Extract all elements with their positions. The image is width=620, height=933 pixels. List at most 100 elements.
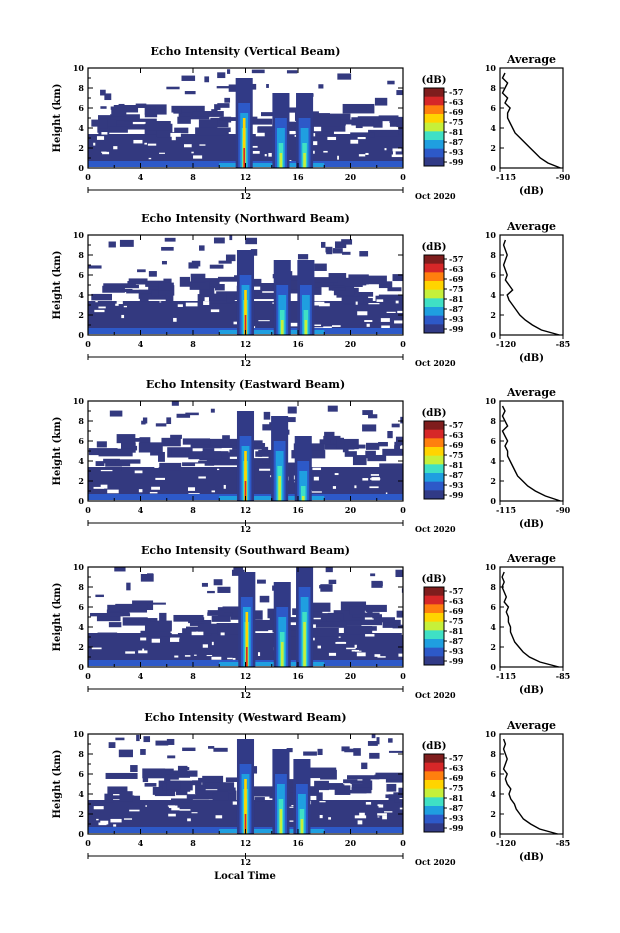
- echo-patch-high: [224, 97, 231, 103]
- average-xmax-label: -85: [556, 339, 570, 349]
- y-tick-label: 6: [78, 769, 84, 779]
- echo-patch: [254, 797, 265, 802]
- echo-core-peak: [244, 481, 247, 501]
- echo-patch: [309, 117, 341, 127]
- colorbar-tick-label: -81: [449, 294, 463, 304]
- colorbar-swatch: [424, 464, 444, 474]
- average-y-tick-label: 2: [490, 809, 496, 819]
- echo-patch: [152, 786, 167, 795]
- colorbar-swatch: [424, 148, 444, 158]
- colorbar-tick-label: -63: [449, 596, 464, 606]
- echo-gap: [159, 152, 165, 154]
- echo-patch-high: [262, 424, 275, 431]
- echo-patch: [247, 440, 263, 446]
- echo-gap: [206, 655, 213, 657]
- echo-gap: [346, 647, 356, 650]
- y-tick-label: 4: [78, 622, 84, 632]
- colorbar-tick-label: -93: [449, 813, 464, 823]
- echo-patch: [177, 765, 188, 777]
- average-frame: [499, 400, 564, 502]
- echo-patch-high: [387, 430, 393, 439]
- y-tick-label: 4: [78, 123, 84, 133]
- echo-gap: [395, 300, 399, 304]
- echo-gap: [374, 654, 381, 657]
- average-y-tick-label: 4: [490, 789, 496, 799]
- echo-gap: [96, 818, 99, 821]
- average-x-label: (dB): [519, 685, 544, 696]
- colorbar-swatch: [424, 604, 444, 614]
- echo-patch-high: [227, 69, 231, 74]
- colorbar-swatch: [424, 814, 444, 824]
- average-x-label: (dB): [519, 519, 544, 530]
- echo-column: [279, 809, 283, 834]
- echo-gap: [187, 487, 196, 491]
- colorbar-swatch: [424, 639, 444, 649]
- colorbar-swatch: [424, 762, 444, 772]
- echo-patch: [180, 112, 192, 119]
- echo-gap: [355, 301, 358, 305]
- echo-gap: [272, 302, 274, 304]
- colorbar-tick-label: -87: [449, 470, 463, 480]
- echo-patch: [198, 119, 218, 131]
- echo-gap: [93, 142, 96, 146]
- echo-column: [280, 320, 284, 335]
- echo-patch: [396, 610, 403, 618]
- echo-patch: [156, 127, 171, 138]
- echo-patch: [347, 775, 380, 780]
- echo-patch: [350, 132, 375, 138]
- date-tick-label: 12: [240, 358, 251, 368]
- echo-patch-high: [297, 254, 309, 260]
- x-tick-label: 12: [240, 505, 251, 515]
- average-y-tick-label: 10: [485, 729, 497, 739]
- echo-gap: [138, 489, 143, 493]
- echo-column: [303, 153, 306, 168]
- echo-gap: [359, 812, 365, 816]
- echo-patch: [97, 123, 128, 133]
- colorbar-swatch: [424, 131, 444, 141]
- echo-patch: [211, 109, 218, 115]
- y-axis-label: Height (km): [52, 750, 63, 819]
- echo-patch: [336, 437, 345, 449]
- echo-gap: [215, 815, 223, 819]
- echo-gap: [232, 801, 239, 805]
- echo-patch: [182, 462, 205, 467]
- colorbar-swatch: [424, 272, 444, 282]
- echo-patch: [110, 114, 140, 121]
- echo-gap: [378, 804, 384, 808]
- y-tick-label: 6: [78, 270, 84, 280]
- echo-gap: [115, 303, 119, 306]
- echo-gap: [369, 486, 379, 489]
- colorbar-swatch: [424, 630, 444, 640]
- echo-patch: [314, 780, 329, 791]
- echo-gap: [125, 651, 135, 654]
- echo-gap: [382, 815, 387, 820]
- echo-gap: [191, 631, 204, 636]
- echo-gap: [255, 132, 265, 137]
- echo-patch: [99, 127, 110, 136]
- echo-patch-high: [100, 106, 107, 109]
- echo-gap: [377, 656, 386, 658]
- y-tick-label: 0: [78, 330, 84, 340]
- x-tick-label: 4: [138, 339, 144, 349]
- echo-patch: [139, 294, 149, 302]
- echo-patch-high: [332, 248, 343, 254]
- echo-patch: [96, 441, 107, 448]
- colorbar-swatch: [424, 490, 444, 500]
- echo-patch-high: [328, 579, 337, 584]
- colorbar-unit: (dB): [422, 408, 447, 419]
- echo-patch: [343, 625, 373, 635]
- echo-patch: [138, 618, 158, 623]
- echo-patch: [321, 124, 346, 132]
- colorbar-swatch: [424, 806, 444, 816]
- echo-gap: [354, 644, 357, 648]
- colorbar-swatch: [424, 587, 444, 597]
- echo-patch: [138, 442, 162, 453]
- echo-patch-high: [217, 586, 231, 593]
- echo-patch-high: [337, 73, 352, 80]
- colorbar-tick-label: -87: [449, 137, 463, 147]
- echo-gap: [284, 820, 295, 822]
- echo-gap: [177, 304, 183, 307]
- echo-patch: [368, 129, 400, 137]
- echo-patch-high: [266, 84, 269, 88]
- colorbar-tick-label: -81: [449, 793, 463, 803]
